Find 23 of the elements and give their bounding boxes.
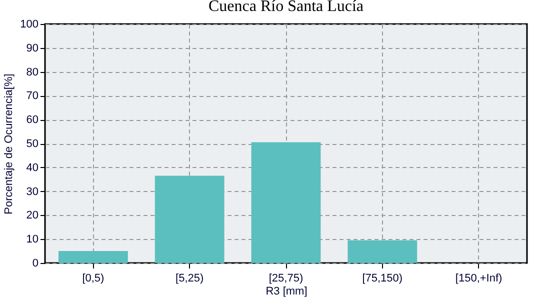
x-tick-label: [0,5)	[82, 272, 104, 284]
x-tick-label: [25,75)	[268, 272, 304, 284]
y-tick-label: 60	[26, 114, 38, 126]
y-tick-label: 0	[32, 258, 38, 270]
y-tick-label: 10	[26, 234, 38, 246]
x-axis-title: R3 [mm]	[266, 286, 308, 298]
y-axis-title: Porcentaje de Ocurrencia[%]	[3, 74, 16, 214]
y-tick-label: 40	[26, 162, 38, 174]
y-tick-label: 90	[26, 42, 38, 54]
y-tick-label: 100	[20, 18, 38, 30]
y-tick-label: 30	[26, 186, 38, 198]
bar	[154, 176, 224, 263]
chart-title: Cuenca Río Santa Lucía	[208, 0, 364, 15]
x-tick-label: [5,25)	[176, 272, 204, 284]
y-tick-label: 20	[26, 210, 38, 222]
bar	[251, 142, 321, 263]
bar	[348, 240, 418, 263]
y-tick-label: 80	[26, 66, 38, 78]
bar	[58, 251, 128, 263]
y-tick-label: 50	[26, 138, 38, 150]
x-tick-label: [75,150)	[362, 272, 403, 284]
y-tick-label: 70	[26, 90, 38, 102]
x-tick-label: [150,+Inf)	[455, 272, 502, 284]
